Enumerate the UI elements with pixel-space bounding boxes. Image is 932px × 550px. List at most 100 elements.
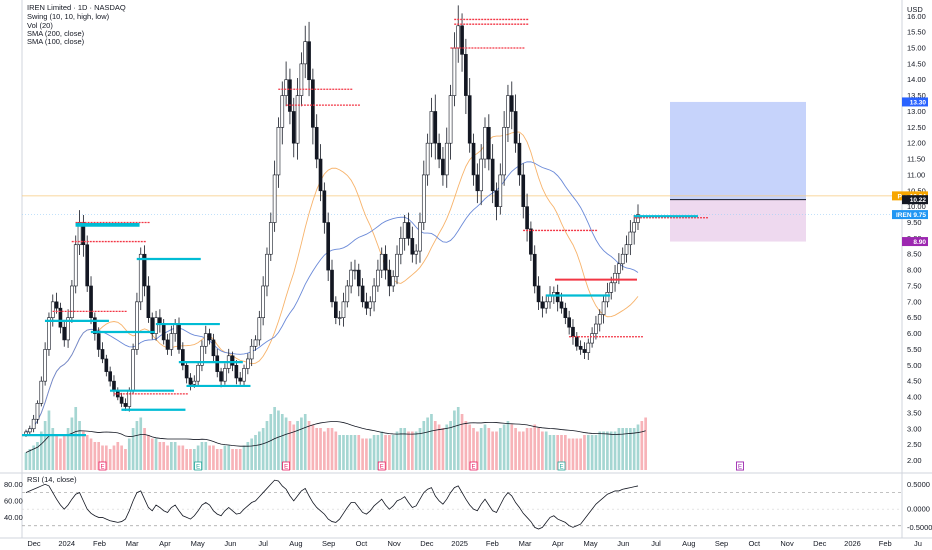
candle-body — [555, 292, 560, 303]
rsi-line — [25, 479, 639, 530]
candle-body — [261, 285, 265, 319]
candle-body — [119, 396, 124, 404]
volume-bar — [407, 431, 410, 470]
volume-bar — [24, 452, 28, 470]
event-box — [736, 461, 744, 471]
candle-body — [429, 111, 434, 144]
candle-body — [62, 326, 67, 341]
volume-bar — [238, 449, 242, 470]
volume-bar — [334, 431, 338, 470]
x-tick-label: Ju — [914, 539, 922, 548]
x-tick-label: Nov — [780, 539, 794, 548]
volume-bar — [162, 442, 166, 470]
candle-body — [188, 377, 193, 385]
candle-body — [223, 368, 227, 382]
earnings-event-marker: E — [194, 461, 203, 471]
candle-body — [544, 301, 549, 309]
rsi-label: RSI (14, close) — [27, 475, 77, 484]
candle-body — [58, 307, 63, 328]
volume-bar — [644, 417, 647, 470]
y-tick-label: 9.50 — [907, 218, 922, 227]
candle-body — [142, 253, 147, 287]
volume-bar — [32, 445, 35, 470]
x-tick-label: Dec — [813, 539, 827, 548]
y-tick-label: 2.50 — [907, 440, 922, 449]
volume-bar — [127, 438, 131, 470]
volume-bar — [97, 442, 101, 470]
volume-bar — [139, 417, 143, 470]
volume-bar — [617, 428, 621, 470]
y-tick-label: 16.00 — [907, 12, 926, 21]
x-tick-label: Feb — [486, 539, 499, 548]
candle-body — [318, 158, 323, 192]
volume-bar — [556, 435, 560, 470]
event-box — [469, 461, 478, 471]
volume-bar — [235, 449, 238, 470]
volume-bar — [640, 421, 644, 470]
candle-body — [230, 355, 235, 366]
candle-body — [246, 358, 250, 369]
volume-bar — [342, 435, 345, 470]
candle-body — [299, 63, 304, 96]
y-tick-label: 10.50 — [907, 186, 926, 195]
candle-body — [479, 158, 484, 192]
volume-bar — [219, 449, 223, 470]
candle-body — [192, 380, 197, 385]
volume-bar — [449, 421, 452, 470]
volume-bar — [338, 435, 341, 470]
volume-bar — [544, 431, 548, 470]
y-tick-label: 6.50 — [907, 313, 922, 322]
candle-body — [96, 333, 101, 350]
x-tick-label: Sep — [715, 539, 728, 548]
volume-bar — [51, 428, 55, 470]
candle-body — [410, 238, 415, 255]
y-tick-label: 15.00 — [907, 44, 926, 53]
volume-bar — [426, 417, 429, 470]
candle-body — [563, 307, 568, 319]
volume-bar — [189, 449, 192, 470]
candle-body — [471, 142, 476, 176]
volume-bar — [43, 421, 47, 470]
volume-bar — [437, 424, 441, 470]
y-tick-label: 6.00 — [907, 329, 922, 338]
volume-bar — [284, 417, 288, 470]
volume-bar — [495, 431, 498, 470]
volume-bar — [277, 410, 280, 470]
volume-bar — [112, 445, 116, 470]
candle-body — [628, 231, 633, 246]
candle-body — [295, 95, 300, 144]
x-tick-label: Apr — [552, 539, 564, 548]
candle-body — [173, 323, 178, 334]
candle-body — [43, 349, 47, 382]
candle-body — [196, 364, 200, 382]
legend-indicator-sma-200: SMA (200, close) — [27, 29, 85, 38]
candle-body — [39, 380, 44, 404]
volume-bar — [353, 435, 357, 470]
volume-bar — [632, 428, 636, 470]
candle-body — [605, 292, 610, 303]
volume-bar — [292, 424, 296, 470]
y-tick-label: 3.00 — [907, 424, 922, 433]
candle-body — [376, 269, 380, 287]
volume-bar — [307, 421, 311, 470]
volume-bar — [311, 424, 315, 470]
candle-body — [291, 111, 296, 144]
volume-bar — [185, 449, 188, 470]
candle-body — [490, 158, 495, 192]
volume-bar — [85, 435, 89, 470]
volume-bar — [422, 421, 426, 470]
volume-bar — [150, 438, 154, 470]
x-tick-label: Feb — [879, 539, 892, 548]
candle-body — [345, 285, 350, 303]
candle-body — [280, 95, 285, 128]
volume-bar — [101, 445, 104, 470]
candle-body — [582, 349, 587, 353]
candle-body — [272, 174, 277, 223]
x-tick-label: Mar — [519, 539, 532, 548]
candle-body — [383, 253, 388, 271]
candle-body — [498, 174, 503, 207]
volume-bar — [319, 428, 322, 470]
x-tick-label: 2024 — [58, 539, 75, 548]
candle-body — [203, 333, 208, 347]
